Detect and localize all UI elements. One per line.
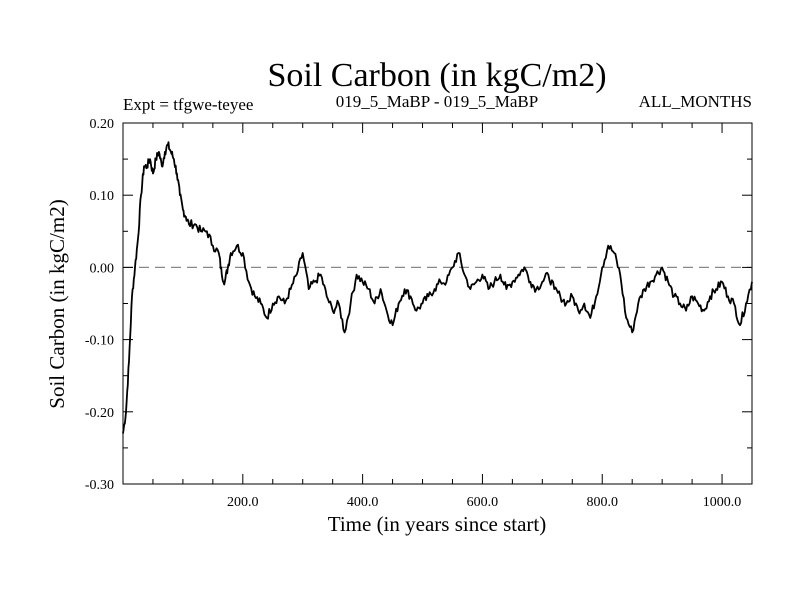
x-axis-label: Time (in years since start) [328,512,547,536]
y-tick-label: -0.20 [85,406,114,421]
y-axis-label: Soil Carbon (in kgC/m2) [45,199,69,408]
y-tick-label: 0.10 [90,189,115,204]
plot-frame [122,122,753,485]
x-tick-label: 600.0 [467,495,499,510]
chart-title: Soil Carbon (in kgC/m2) [267,57,606,94]
y-tick-label: 0.20 [90,117,115,132]
x-tick-label: 1000.0 [703,495,742,510]
y-tick-label: -0.10 [85,334,114,349]
chart-subtitle-right: ALL_MONTHS [639,92,752,111]
y-axis: 0.20 0.10 0.00 -0.10 -0.20 -0.30 [85,117,752,493]
y-tick-label: -0.30 [85,478,114,493]
x-tick-label: 800.0 [586,495,618,510]
x-tick-label: 400.0 [347,495,379,510]
chart-subtitle-left: Expt = tfgwe-teyee [123,95,253,114]
series-line-soil-carbon [122,141,753,434]
y-tick-label: 0.00 [90,261,115,276]
chart-subtitle-center: 019_5_MaBP - 019_5_MaBP [336,92,538,111]
x-tick-label: 200.0 [227,495,259,510]
x-axis: 200.0 400.0 600.0 800.0 1000.0 [152,123,742,510]
